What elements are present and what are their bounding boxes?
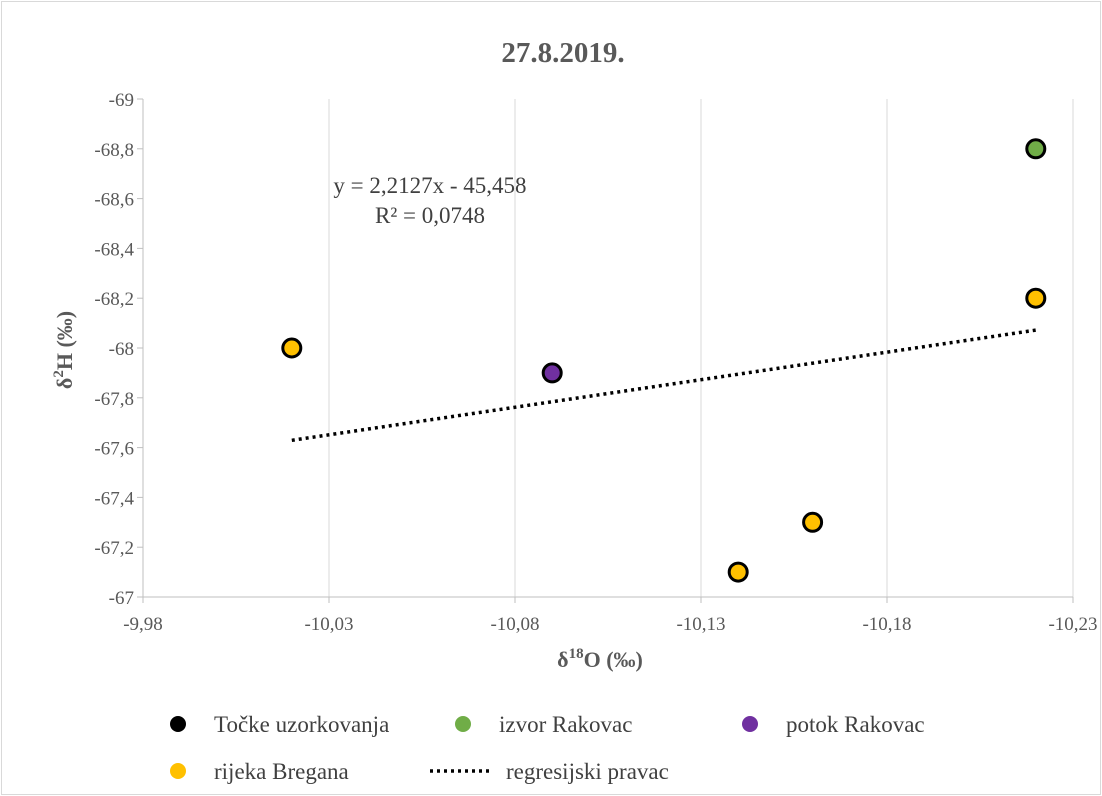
data-point xyxy=(802,511,824,533)
y-axis-label-delta: δ xyxy=(52,378,77,389)
x-axis-label-delta: δ xyxy=(557,647,568,672)
y-axis-label-rest: H (‰) xyxy=(52,311,77,370)
legend-label: izvor Rakovac xyxy=(499,712,632,737)
y-tick-label: -67 xyxy=(109,588,134,609)
x-tick-label: -10,13 xyxy=(676,614,725,635)
y-axis-label: δ2H (‰) xyxy=(51,311,77,389)
x-axis-label-superscript: 18 xyxy=(569,646,584,662)
chart-title: 27.8.2019. xyxy=(501,37,624,69)
x-axis-label: δ18O (‰) xyxy=(557,646,643,672)
legend-label: regresijski pravac xyxy=(506,759,669,784)
x-tick-label: -10,03 xyxy=(304,614,353,635)
y-tick-label: -68,8 xyxy=(94,140,134,161)
legend-label: Točke uzorkovanja xyxy=(214,712,389,737)
y-tick-label: -68,4 xyxy=(94,239,134,260)
data-point xyxy=(1025,138,1047,160)
data-point xyxy=(1025,287,1047,309)
x-tick-label: -10,18 xyxy=(862,614,911,635)
legend: Točke uzorkovanja izvor Rakovac potok Rako… xyxy=(170,712,925,784)
y-tick-label: -68,6 xyxy=(94,190,134,211)
data-point xyxy=(541,362,563,384)
legend-label: rijeka Bregana xyxy=(214,759,349,784)
x-axis-label-rest: O (‰) xyxy=(584,647,643,672)
y-tick-label: -68,2 xyxy=(94,289,134,310)
gridlines xyxy=(328,99,1074,597)
x-tick-label: -10,23 xyxy=(1048,614,1097,635)
trendline-r2: R² = 0,0748 xyxy=(375,203,485,228)
data-point xyxy=(727,561,749,583)
trendline-equation: y = 2,2127x - 45,458 xyxy=(333,173,526,198)
legend-marker xyxy=(455,716,471,732)
data-point xyxy=(281,337,303,359)
legend-marker xyxy=(170,763,186,779)
y-tick-label: -67,4 xyxy=(94,488,134,509)
x-tick-label: -10,08 xyxy=(490,614,539,635)
y-tick-label: -67,8 xyxy=(94,389,134,410)
y-axis-label-superscript: 2 xyxy=(51,370,67,378)
legend-marker xyxy=(170,716,186,732)
data-points xyxy=(281,138,1047,583)
x-tick-label: -9,98 xyxy=(123,614,163,635)
y-tick-label: -67,2 xyxy=(94,538,134,559)
y-tick-label: -68 xyxy=(109,339,134,360)
y-tick-label: -69 xyxy=(109,90,134,111)
y-tick-label: -67,6 xyxy=(94,439,134,460)
axes: -9,98 -10,03 -10,08 -10,13 -10,18 -10,23 -67 -6… xyxy=(94,90,1097,635)
legend-marker xyxy=(742,716,758,732)
legend-label: potok Rakovac xyxy=(786,712,925,737)
